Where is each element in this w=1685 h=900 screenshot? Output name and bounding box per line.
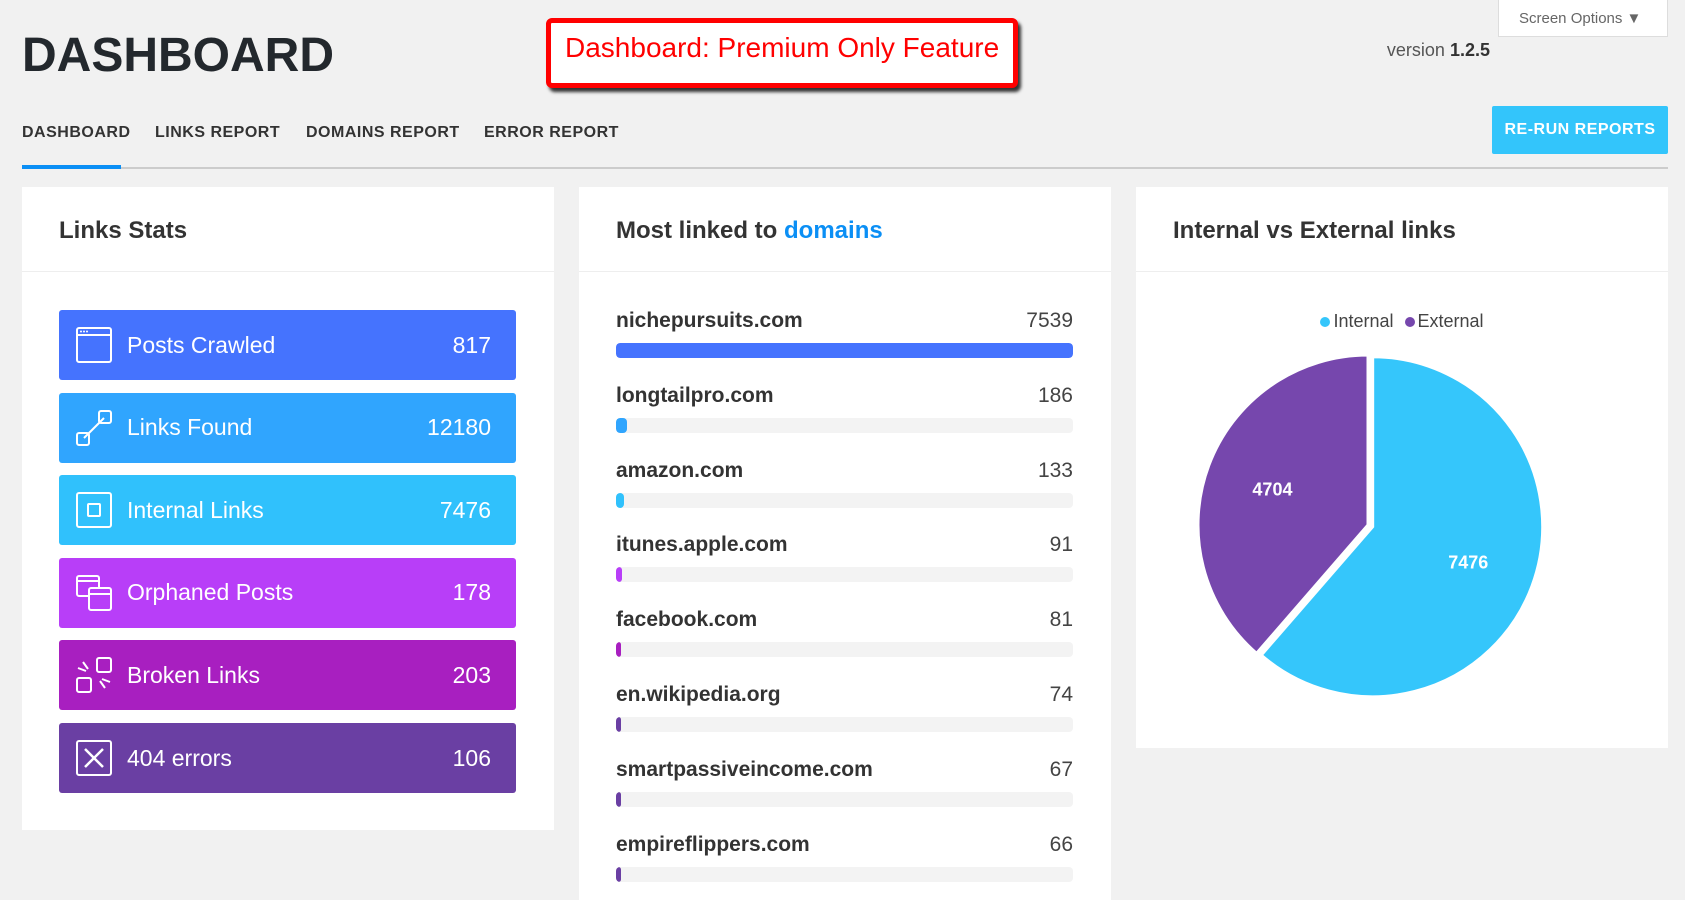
premium-notice: Dashboard: Premium Only Feature [546, 18, 1018, 88]
domain-row: facebook.com 81 [616, 608, 1073, 658]
version-number: 1.2.5 [1449, 40, 1490, 60]
domain-name[interactable]: nichepursuits.com [616, 309, 803, 332]
stacked-windows-icon [76, 574, 112, 611]
stat-value: 817 [452, 331, 491, 358]
domain-bar-track [616, 642, 1073, 658]
stat-links-found[interactable]: Links Found 12180 [59, 392, 516, 463]
domain-row: nichepursuits.com 7539 [616, 309, 1073, 358]
pie-chart: 7476 4704 [1196, 353, 1545, 699]
domain-bar-track [616, 343, 1073, 358]
legend-internal[interactable]: Internal [1333, 311, 1394, 331]
active-tab-indicator [22, 165, 121, 169]
domain-count: 91 [1049, 533, 1073, 557]
x-box-icon [76, 740, 112, 776]
stat-value: 7476 [439, 496, 491, 523]
stat-orphaned-posts[interactable]: Orphaned Posts 178 [59, 557, 516, 628]
domain-bar-fill [616, 866, 622, 882]
domain-bar-fill [616, 417, 628, 433]
domain-name[interactable]: itunes.apple.com [616, 533, 788, 557]
domain-row: en.wikipedia.org 74 [616, 683, 1073, 732]
stat-value: 12180 [427, 414, 491, 441]
domain-count: 7539 [1026, 309, 1073, 332]
stat-404-errors[interactable]: 404 errors 106 [59, 723, 516, 793]
panel-title: Most linked to domains [579, 187, 1111, 272]
stat-value: 203 [452, 661, 491, 688]
tab-dashboard[interactable]: DASHBOARD [22, 124, 131, 141]
domain-count: 67 [1049, 757, 1073, 781]
rerun-reports-button[interactable]: RE-RUN REPORTS [1492, 106, 1668, 154]
stat-broken-links[interactable]: Broken Links 203 [59, 640, 516, 711]
domains-link[interactable]: domains [784, 217, 883, 244]
pie-slice-internal[interactable] [1259, 355, 1545, 699]
pie-label-external: 4704 [1252, 479, 1292, 499]
square-in-square-icon [76, 492, 112, 529]
stat-label: Broken Links [127, 661, 260, 688]
domain-name[interactable]: amazon.com [616, 458, 744, 482]
tab-divider [22, 167, 1668, 169]
domain-name[interactable]: en.wikipedia.org [616, 683, 781, 706]
domain-bar-track [616, 791, 1073, 807]
domain-name[interactable]: longtailpro.com [616, 383, 774, 407]
browser-window-icon [76, 327, 112, 363]
broken-link-icon [76, 657, 112, 694]
domain-bar-fill [616, 791, 622, 807]
domain-row: amazon.com 133 [616, 459, 1073, 508]
legend-external[interactable]: External [1417, 311, 1484, 331]
domain-row: smartpassiveincome.com 67 [616, 758, 1073, 807]
domain-bar-track [616, 492, 1073, 508]
domains-panel: Most linked to domains nichepursuits.com… [579, 187, 1111, 900]
domain-row: empireflippers.com 66 [616, 833, 1073, 882]
domain-name[interactable]: smartpassiveincome.com [616, 757, 873, 781]
domain-name[interactable]: facebook.com [616, 608, 758, 632]
link-icon [76, 409, 112, 446]
title-text: Most linked to [616, 217, 778, 244]
domain-count: 186 [1037, 383, 1073, 407]
legend-swatch-external [1404, 317, 1415, 327]
stat-value: 178 [452, 579, 491, 606]
domain-bar-track [616, 866, 1073, 882]
tab-domains-report[interactable]: DOMAINS REPORT [306, 124, 460, 141]
panel-title: Links Stats [22, 187, 554, 272]
domain-bar-fill [616, 343, 1073, 358]
stat-value: 106 [452, 744, 491, 771]
stat-label: Links Found [127, 414, 253, 441]
domain-bar-track [616, 417, 1073, 433]
tab-links-report[interactable]: LINKS REPORT [155, 124, 281, 141]
domain-count: 133 [1037, 458, 1073, 482]
stat-label: Internal Links [127, 496, 264, 523]
internal-external-panel: Internal vs External links Internal Exte… [1136, 187, 1668, 748]
domain-bar-fill [616, 642, 622, 658]
version-label: version [1386, 40, 1445, 60]
links-stats-panel: Links Stats Posts Crawled 817 Links Found 1… [22, 187, 554, 830]
domain-count: 74 [1049, 683, 1073, 706]
domain-count: 66 [1049, 832, 1073, 856]
panel-title: Internal vs External links [1136, 187, 1668, 272]
stat-label: Posts Crawled [127, 331, 276, 358]
domain-bar-track [616, 567, 1073, 583]
stat-label: Orphaned Posts [127, 579, 294, 606]
chart-legend: Internal External [1136, 311, 1668, 332]
domain-row: itunes.apple.com 91 [616, 533, 1073, 583]
pie-label-internal: 7476 [1448, 552, 1488, 572]
domain-bar-fill [616, 567, 622, 583]
page-title: DASHBOARD [22, 29, 334, 82]
tab-error-report[interactable]: ERROR REPORT [484, 124, 619, 141]
domain-bar-fill [616, 717, 622, 732]
domain-count: 81 [1049, 608, 1073, 632]
screen-options-button[interactable]: Screen Options ▼ [1498, 0, 1668, 37]
stat-internal-links[interactable]: Internal Links 7476 [59, 475, 516, 546]
domain-bar-fill [616, 492, 625, 508]
version-info: version 1.2.5 [1387, 40, 1490, 61]
legend-swatch-internal [1320, 317, 1331, 327]
stat-label: 404 errors [127, 744, 232, 771]
pie-slice-external[interactable] [1196, 353, 1370, 656]
domain-bar-track [616, 717, 1073, 732]
domain-name[interactable]: empireflippers.com [616, 832, 810, 856]
stat-posts-crawled[interactable]: Posts Crawled 817 [59, 310, 516, 380]
domain-row: longtailpro.com 186 [616, 384, 1073, 433]
